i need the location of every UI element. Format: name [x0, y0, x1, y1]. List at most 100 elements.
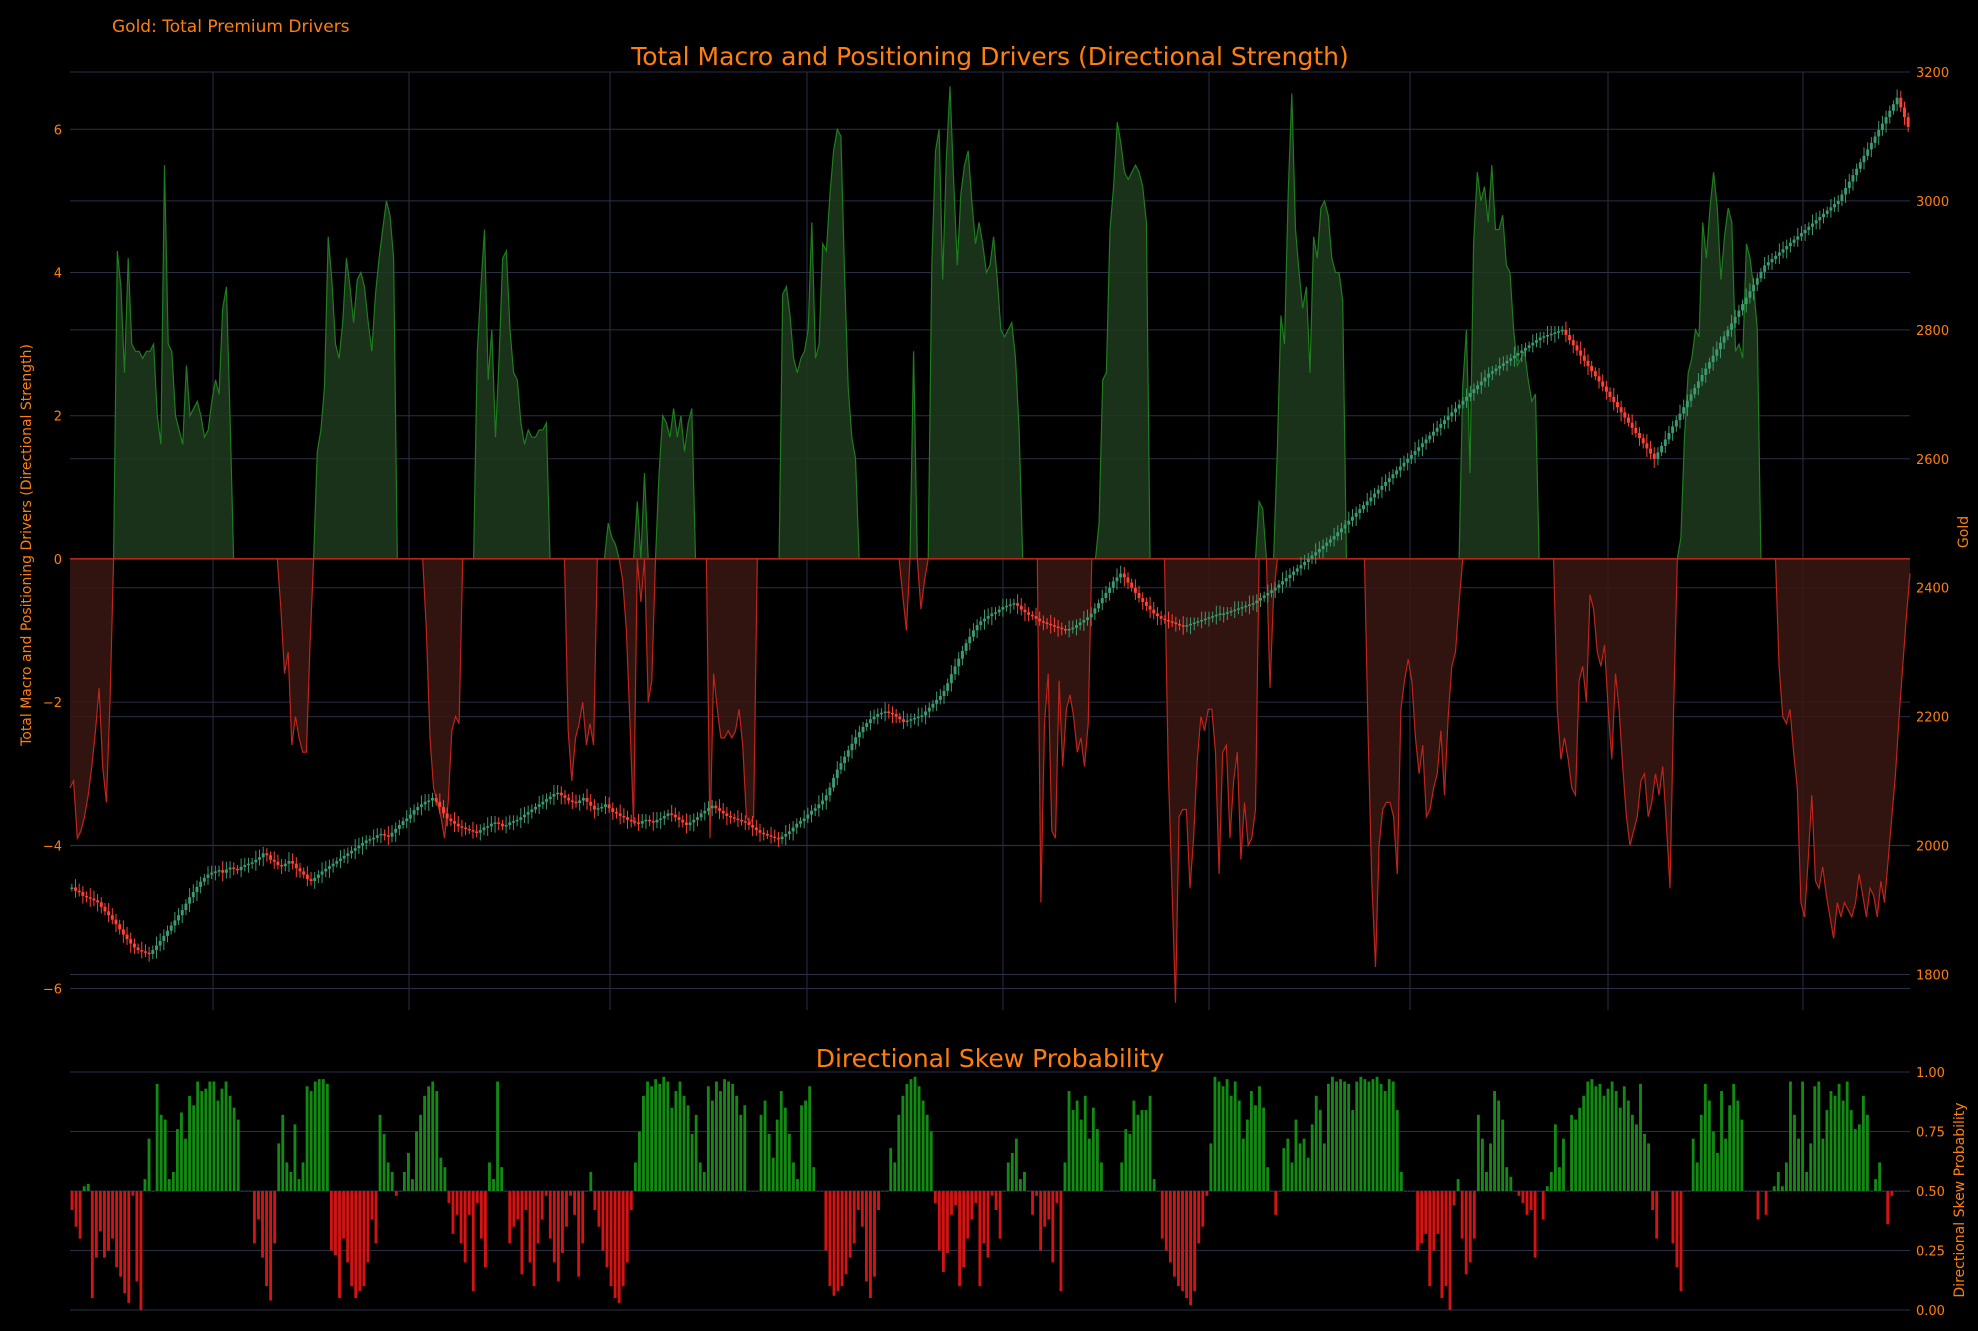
skew-bar	[828, 1191, 832, 1287]
candle-body	[475, 831, 479, 833]
skew-bar	[1177, 1191, 1180, 1287]
skew-bar	[1302, 1138, 1306, 1191]
candle-body	[541, 801, 545, 805]
skew-bar	[1189, 1191, 1193, 1306]
skew-bar	[1039, 1191, 1043, 1251]
candle-body	[1027, 612, 1031, 615]
skew-bar	[565, 1191, 568, 1227]
candle-body	[1214, 614, 1218, 617]
skew-bar	[954, 1191, 957, 1206]
skew-bar	[1018, 1179, 1022, 1191]
candle-body	[379, 834, 383, 836]
skew-bar	[593, 1191, 597, 1211]
candle-body	[1443, 420, 1446, 424]
candle-body	[1119, 573, 1123, 578]
candle-body	[530, 809, 534, 813]
skew-bar	[832, 1191, 836, 1296]
candle-body	[375, 835, 379, 838]
skew-bar	[1691, 1138, 1695, 1191]
candle-body	[1185, 625, 1189, 627]
skew-bar	[1452, 1191, 1456, 1206]
candle-body	[1063, 628, 1067, 631]
skew-bar	[459, 1191, 463, 1244]
candle-body	[695, 817, 699, 820]
skew-bar	[1140, 1110, 1144, 1191]
right-y-tick-label: 2800	[1916, 324, 1949, 339]
candle-body	[1001, 607, 1005, 610]
candle-body	[221, 870, 225, 873]
skew-bar	[163, 1119, 167, 1191]
candle-body	[887, 711, 891, 714]
candle-body	[1321, 545, 1325, 550]
candle-body	[453, 821, 457, 824]
candle-body	[839, 763, 843, 770]
skew-bar	[1100, 1162, 1103, 1191]
skew-bar	[735, 1095, 739, 1191]
candle-body	[548, 796, 552, 800]
candle-body	[431, 797, 434, 801]
candle-body	[1840, 194, 1844, 201]
candle-body	[1781, 249, 1785, 253]
skew-bar	[196, 1081, 200, 1191]
skew-bar	[334, 1191, 337, 1256]
candle-body	[1807, 226, 1811, 230]
skew-bar	[561, 1191, 564, 1253]
skew-bar	[864, 1191, 868, 1282]
skew-bar	[1144, 1110, 1148, 1191]
skew-bar	[479, 1191, 483, 1239]
candle-body	[88, 897, 92, 899]
candle-body	[1273, 587, 1277, 591]
skew-bar	[366, 1191, 370, 1263]
skew-bar	[443, 1167, 447, 1191]
candle-body	[1163, 618, 1167, 621]
skew-bar	[1890, 1191, 1894, 1196]
candle-body	[228, 867, 232, 870]
candle-body	[776, 837, 780, 840]
candle-body	[876, 714, 880, 717]
candle-body	[1612, 396, 1616, 403]
skew-bar	[905, 1083, 909, 1191]
skew-bar	[885, 1191, 889, 1192]
candle-body	[99, 902, 103, 907]
skew-bar	[946, 1191, 949, 1253]
skew-bar	[1501, 1119, 1505, 1191]
skew-bar	[1861, 1095, 1865, 1191]
skew-bar	[204, 1088, 208, 1191]
skew-bar	[1367, 1081, 1371, 1191]
candle-body	[364, 840, 368, 844]
candle-body	[828, 787, 832, 796]
candle-body	[438, 801, 442, 807]
candle-body	[1858, 162, 1862, 169]
skew-bar	[1399, 1171, 1403, 1191]
skew-bar	[1817, 1081, 1821, 1191]
candle-body	[1270, 590, 1273, 593]
candle-body	[1295, 568, 1299, 572]
skew-bar	[1120, 1162, 1124, 1191]
skew-bar	[317, 1079, 321, 1191]
candle-body	[1130, 582, 1134, 588]
candle-body	[850, 743, 854, 751]
candle-body	[1019, 605, 1023, 610]
skew-bar	[1010, 1152, 1014, 1191]
candle-body	[924, 711, 928, 716]
candle-body	[250, 862, 254, 864]
skew-bar	[1371, 1079, 1375, 1191]
candle-body	[261, 853, 265, 858]
skew-bar	[1590, 1079, 1594, 1191]
skew-bar	[1699, 1114, 1703, 1191]
candle-body	[1222, 613, 1226, 616]
skew-bar	[950, 1191, 953, 1215]
skew-bar	[897, 1114, 901, 1191]
skew-bar	[1801, 1081, 1805, 1191]
skew-bar	[1712, 1131, 1715, 1191]
candle-body	[1568, 335, 1572, 341]
skew-bar	[1298, 1143, 1302, 1191]
candle-body	[681, 819, 685, 823]
skew-bar	[175, 1129, 179, 1191]
skew-bar	[467, 1191, 471, 1215]
candle-body	[957, 658, 961, 667]
skew-bar	[390, 1171, 394, 1191]
candle-body	[1133, 587, 1137, 593]
skew-bar	[220, 1088, 224, 1191]
candle-body	[1623, 412, 1627, 418]
